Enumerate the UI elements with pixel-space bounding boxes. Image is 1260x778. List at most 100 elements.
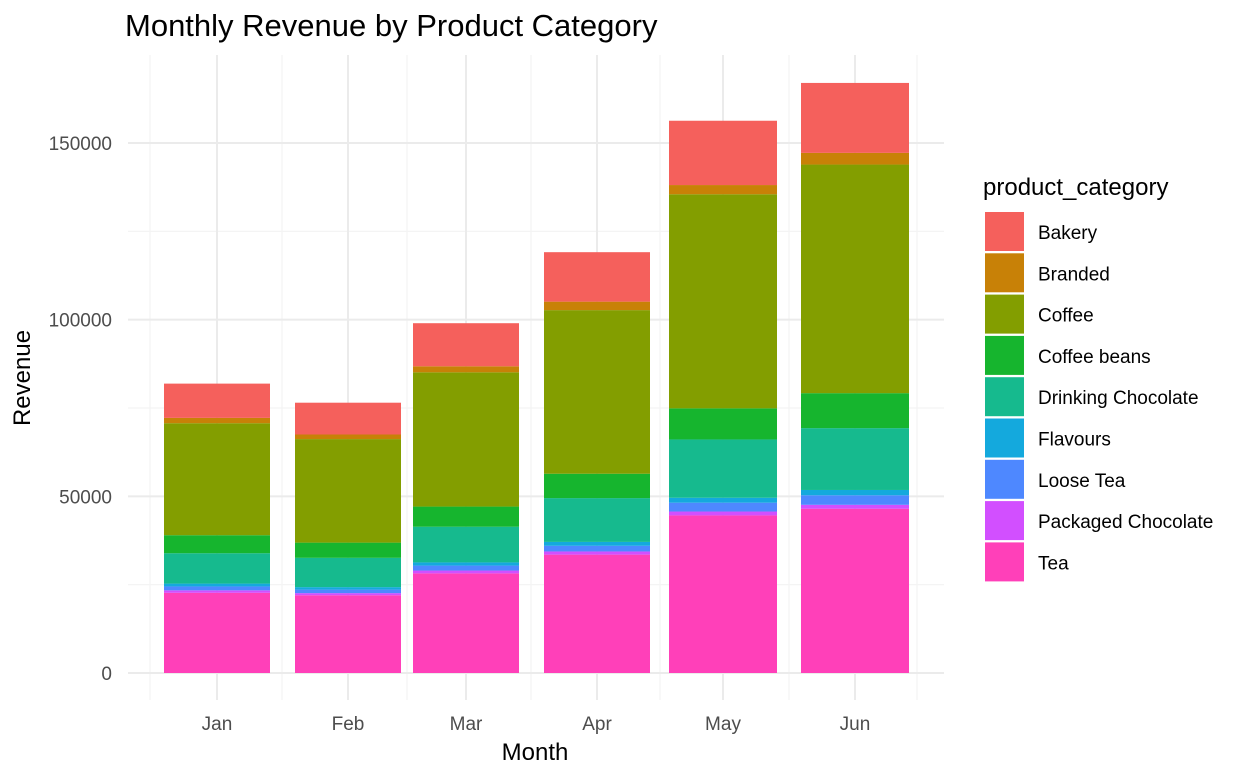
bar-segment-bakery <box>669 120 777 186</box>
x-axis-ticks: Jan Feb Mar Apr May Jun <box>202 714 871 735</box>
x-tick-label: May <box>705 714 741 735</box>
bar-segment-packaged-chocolate <box>413 570 519 574</box>
bar-segment-flavours <box>669 497 777 503</box>
bar-segment-coffee-beans <box>413 506 519 527</box>
bar-segment-drinking-chocolate <box>295 557 401 588</box>
bar-segment-branded <box>164 417 270 424</box>
legend-label: Drinking Chocolate <box>1038 388 1199 409</box>
x-tick-label: Jan <box>202 714 233 735</box>
bar-segment-packaged-chocolate <box>544 551 650 555</box>
legend-item-tea: Tea <box>985 542 1069 582</box>
bar-stack-feb <box>295 402 401 673</box>
bar-segment-coffee-beans <box>801 393 909 429</box>
bar-segment-drinking-chocolate <box>801 428 909 490</box>
bar-segment-flavours <box>801 489 909 496</box>
bar-segment-branded <box>669 185 777 195</box>
bar-segment-coffee-beans <box>164 535 270 554</box>
bar-segment-bakery <box>295 402 401 435</box>
y-tick-label: 150000 <box>49 134 112 155</box>
bar-segment-coffee-beans <box>669 408 777 440</box>
bar-segment-branded <box>544 301 650 311</box>
bar-segment-tea <box>413 573 519 673</box>
bar-segment-tea <box>295 595 401 673</box>
bar-segment-loose-tea <box>669 502 777 512</box>
bar-segment-loose-tea <box>164 586 270 591</box>
legend-item-bakery: Bakery <box>985 212 1098 251</box>
legend-item-coffee: Coffee <box>985 294 1094 334</box>
bar-segment-tea <box>544 554 650 673</box>
legend-swatch <box>985 294 1024 334</box>
y-tick-label: 0 <box>101 664 112 685</box>
legend-swatch <box>985 212 1024 251</box>
y-axis-ticks: 0 50000 100000 150000 <box>49 134 112 685</box>
bar-segment-loose-tea <box>801 495 909 505</box>
bar-stack-apr <box>544 252 650 673</box>
legend-item-packaged-chocolate: Packaged Chocolate <box>985 501 1213 541</box>
legend-label: Coffee <box>1038 306 1094 327</box>
bar-segment-loose-tea <box>295 589 401 594</box>
legend-item-loose-tea: Loose Tea <box>985 459 1126 499</box>
bar-segment-drinking-chocolate <box>544 498 650 542</box>
bar-segment-tea <box>801 508 909 673</box>
bar-segment-flavours <box>295 587 401 590</box>
y-axis-title: Revenue <box>9 330 36 426</box>
legend-swatch <box>985 253 1024 293</box>
legend-label: Bakery <box>1038 223 1098 244</box>
bar-segment-branded <box>413 366 519 373</box>
bar-segment-branded <box>295 434 401 440</box>
x-tick-label: Feb <box>332 714 365 735</box>
bar-segment-drinking-chocolate <box>413 526 519 563</box>
bar-stack-jan <box>164 383 270 673</box>
legend-item-coffee-beans: Coffee beans <box>985 335 1151 375</box>
legend-label: Tea <box>1038 553 1069 574</box>
legend-label: Branded <box>1038 264 1110 285</box>
bar-stack-mar <box>413 323 519 673</box>
legend-item-drinking-chocolate: Drinking Chocolate <box>985 377 1199 417</box>
bar-segment-loose-tea <box>544 545 650 552</box>
bar-segment-coffee-beans <box>295 542 401 558</box>
legend-item-branded: Branded <box>985 253 1110 293</box>
bar-segment-bakery <box>544 252 650 302</box>
legend-label: Packaged Chocolate <box>1038 512 1213 533</box>
bar-segment-bakery <box>164 383 270 418</box>
legend-swatch <box>985 418 1024 458</box>
y-tick-label: 100000 <box>49 311 112 332</box>
chart-title: Monthly Revenue by Product Category <box>125 8 658 43</box>
bar-segment-coffee <box>669 194 777 409</box>
legend-title: product_category <box>983 174 1168 201</box>
legend-item-flavours: Flavours <box>985 418 1111 458</box>
legend-swatch <box>985 377 1024 417</box>
legend-label: Flavours <box>1038 430 1111 451</box>
bar-segment-coffee <box>544 310 650 474</box>
legend-swatch <box>985 335 1024 375</box>
legend: Bakery Branded Coffee Coffee beans Drinking … <box>985 212 1213 582</box>
bar-segment-drinking-chocolate <box>164 553 270 584</box>
bar-segment-flavours <box>544 541 650 546</box>
bar-segment-branded <box>801 152 909 165</box>
legend-swatch <box>985 501 1024 541</box>
bar-segment-bakery <box>801 82 909 153</box>
x-axis-title: Month <box>502 739 569 766</box>
bar-segment-coffee <box>164 423 270 536</box>
bar-segment-coffee <box>801 164 909 394</box>
x-tick-label: Apr <box>582 714 612 735</box>
bar-segment-tea <box>164 592 270 673</box>
bar-segment-flavours <box>164 583 270 587</box>
bar-segment-packaged-chocolate <box>669 511 777 516</box>
legend-swatch <box>985 542 1024 582</box>
y-tick-label: 50000 <box>59 487 112 508</box>
bar-stack-jun <box>801 82 909 673</box>
bar-segment-drinking-chocolate <box>669 439 777 498</box>
bar-stack-may <box>669 120 777 673</box>
bar-segment-loose-tea <box>413 565 519 571</box>
bar-segment-packaged-chocolate <box>164 590 270 593</box>
bar-segment-tea <box>669 515 777 673</box>
x-tick-label: Jun <box>840 714 871 735</box>
bar-segment-packaged-chocolate <box>295 593 401 596</box>
x-tick-label: Mar <box>450 714 483 735</box>
bar-segment-bakery <box>413 323 519 367</box>
bar-segment-coffee <box>413 372 519 507</box>
legend-label: Coffee beans <box>1038 347 1151 368</box>
legend-label: Loose Tea <box>1038 471 1126 492</box>
